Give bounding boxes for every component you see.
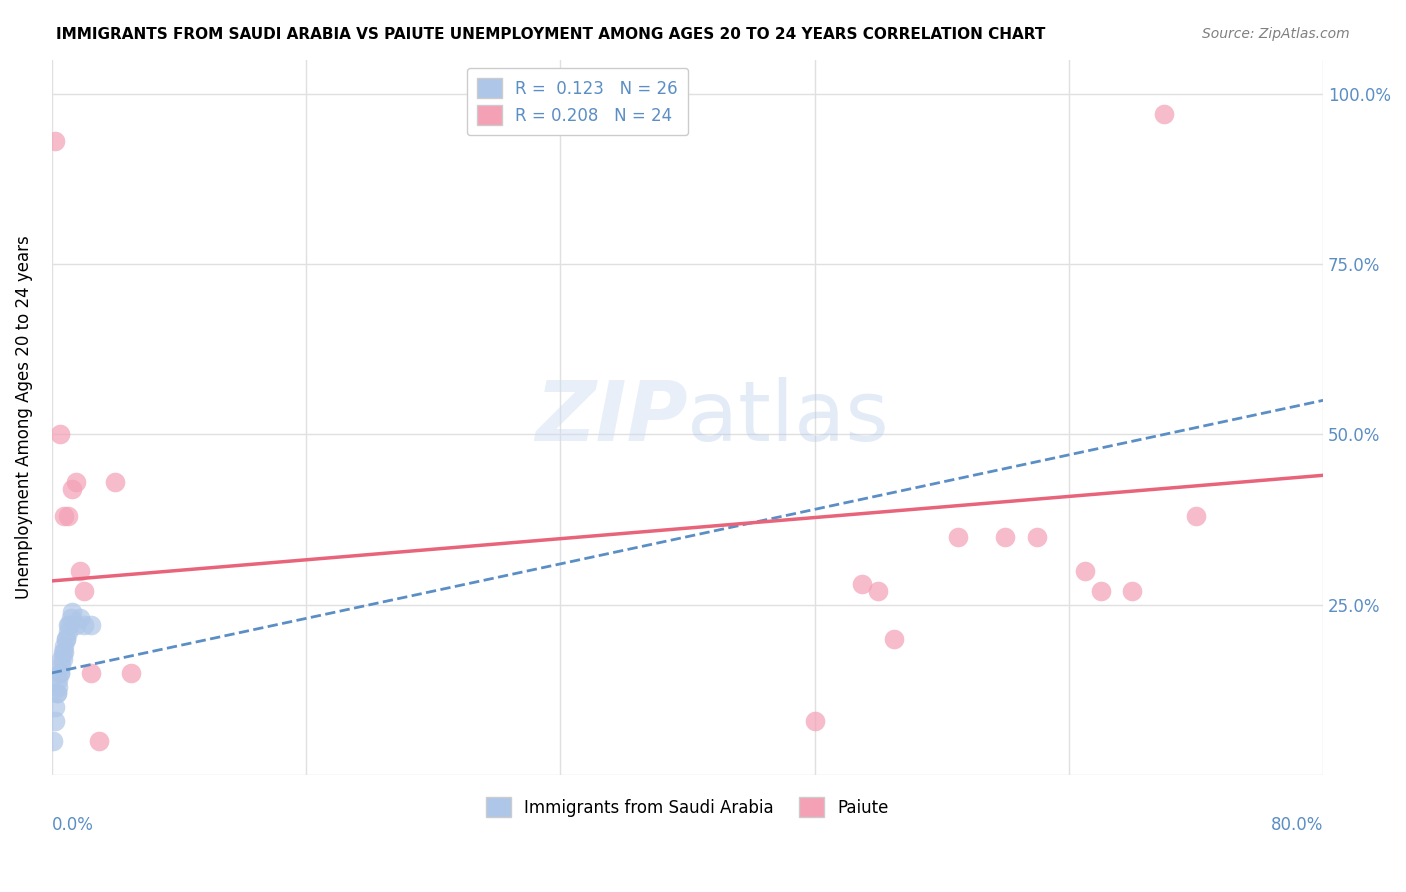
Point bbox=[45, 686, 67, 700]
Point bbox=[53, 645, 76, 659]
Point bbox=[44, 700, 66, 714]
Point bbox=[994, 530, 1017, 544]
Point bbox=[1153, 107, 1175, 121]
Point bbox=[46, 673, 69, 687]
Point bbox=[48, 665, 70, 680]
Text: 80.0%: 80.0% bbox=[1271, 816, 1323, 834]
Point bbox=[48, 427, 70, 442]
Point bbox=[51, 659, 73, 673]
Text: ZIP: ZIP bbox=[534, 377, 688, 458]
Point bbox=[946, 530, 969, 544]
Point bbox=[59, 611, 82, 625]
Point bbox=[46, 680, 69, 694]
Point bbox=[56, 625, 79, 640]
Point bbox=[51, 652, 73, 666]
Point bbox=[53, 509, 76, 524]
Point bbox=[48, 665, 70, 680]
Point bbox=[89, 734, 111, 748]
Point bbox=[45, 686, 67, 700]
Point bbox=[69, 611, 91, 625]
Point bbox=[120, 665, 142, 680]
Point bbox=[62, 482, 84, 496]
Point bbox=[104, 475, 127, 489]
Point bbox=[72, 618, 94, 632]
Point bbox=[1185, 509, 1208, 524]
Point bbox=[44, 134, 66, 148]
Point bbox=[65, 475, 87, 489]
Legend: Immigrants from Saudi Arabia, Paiute: Immigrants from Saudi Arabia, Paiute bbox=[479, 790, 896, 824]
Point bbox=[56, 509, 79, 524]
Point bbox=[42, 734, 65, 748]
Point bbox=[52, 652, 75, 666]
Point bbox=[55, 632, 77, 646]
Point bbox=[851, 577, 873, 591]
Point bbox=[65, 618, 87, 632]
Point bbox=[72, 584, 94, 599]
Point bbox=[80, 618, 103, 632]
Point bbox=[52, 645, 75, 659]
Text: atlas: atlas bbox=[688, 377, 889, 458]
Text: 0.0%: 0.0% bbox=[52, 816, 94, 834]
Text: IMMIGRANTS FROM SAUDI ARABIA VS PAIUTE UNEMPLOYMENT AMONG AGES 20 TO 24 YEARS CO: IMMIGRANTS FROM SAUDI ARABIA VS PAIUTE U… bbox=[56, 27, 1046, 42]
Point bbox=[803, 714, 825, 728]
Point bbox=[883, 632, 905, 646]
Point bbox=[55, 632, 77, 646]
Point bbox=[1121, 584, 1143, 599]
Point bbox=[44, 714, 66, 728]
Y-axis label: Unemployment Among Ages 20 to 24 years: Unemployment Among Ages 20 to 24 years bbox=[15, 235, 32, 599]
Text: Source: ZipAtlas.com: Source: ZipAtlas.com bbox=[1202, 27, 1350, 41]
Point bbox=[1026, 530, 1049, 544]
Point bbox=[1090, 584, 1112, 599]
Point bbox=[56, 618, 79, 632]
Point bbox=[80, 665, 103, 680]
Point bbox=[62, 605, 84, 619]
Point bbox=[868, 584, 890, 599]
Point bbox=[58, 618, 80, 632]
Point bbox=[1074, 564, 1097, 578]
Point bbox=[53, 639, 76, 653]
Point bbox=[69, 564, 91, 578]
